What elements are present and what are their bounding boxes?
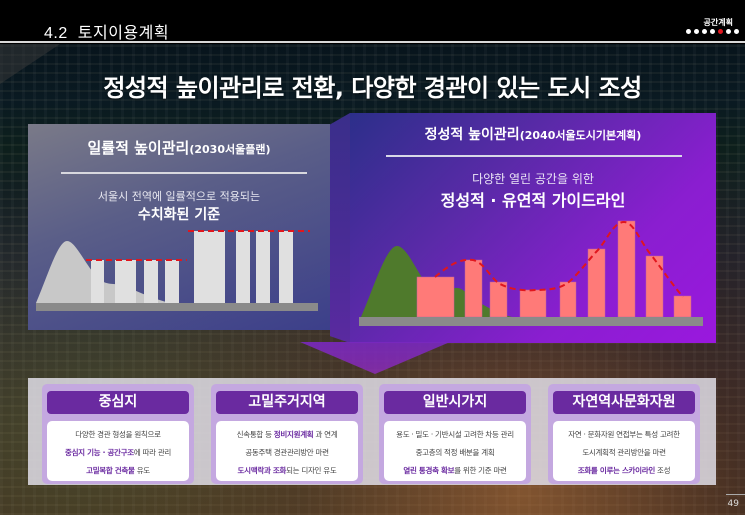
progress-dots (686, 29, 739, 34)
zone-card-general-urban: 일반시가지 용도 · 밀도 · 기반시설 고려한 차등 관리 중고층의 적정 배… (379, 384, 531, 484)
progress-dot (686, 29, 691, 34)
panel-subtitle: 다양한 열린 공간을 위한 (472, 172, 594, 186)
progress-dot (726, 29, 731, 34)
panel-title-note: (2040서울도시기본계획) (519, 129, 642, 142)
page-number-rule (726, 494, 745, 495)
panel-divider (386, 155, 682, 157)
panel-3d-side (330, 113, 350, 343)
progress-dot (702, 29, 707, 34)
ground-line (359, 317, 703, 326)
card-line: 조화를 이루는 스카이라인 조성 (577, 466, 671, 475)
card-line: 중심지 기능 · 공간구조에 따라 관리 (64, 448, 172, 457)
card-line: 도시계획적 관리방안을 마련 (582, 448, 666, 457)
card-line: 중고층의 적정 배분을 계획 (415, 448, 495, 457)
section-heading: 4.2 토지이용계획 (44, 19, 169, 43)
building-bars (416, 220, 692, 318)
section-title: 토지이용계획 (77, 25, 170, 42)
zone-card-center: 중심지 다양한 경관 형성을 원칙으로 중심지 기능 · 공간구조에 따라 관리… (42, 384, 194, 484)
building-bars (91, 231, 293, 303)
category-label: 공간계획 (703, 18, 733, 27)
card-body: 신속통합 등 정비지원계획 과 연계 공동주택 경관관리방안 마련 도시맥락과 … (216, 421, 358, 481)
panel-emphasis: 정성적 · 유연적 가이드라인 (440, 191, 626, 210)
card-body: 자연 · 문화자원 연접부는 특성 고려한 도시계획적 관리방안을 마련 조화를… (553, 421, 695, 481)
slide-header: 4.2 토지이용계획 공간계획 (0, 0, 745, 43)
card-line: 고밀복합 건축물 유도 (86, 466, 150, 475)
card-title: 일반시가지 (384, 391, 526, 414)
panel-divider (61, 172, 307, 174)
flexible-height-curve (434, 220, 684, 298)
panel-title: 일률적 높이관리(2030서울플랜) (28, 137, 330, 158)
panel-title-main: 일률적 높이관리 (87, 139, 190, 157)
panel-subtitle: 서울시 전역에 일률적으로 적용되는 (97, 190, 261, 203)
page-number: 49 (727, 499, 739, 509)
background-corner-shape (0, 44, 60, 84)
panel-emphasis: 수치화된 기준 (137, 207, 221, 223)
page-title: 정성적 높이관리로 전환, 다양한 경관이 있는 도시 조성 (103, 74, 642, 102)
ground-line (36, 303, 318, 311)
panel-title-note: (2030서울플랜) (189, 143, 271, 156)
card-line: 공동주택 경관관리방안 마련 (245, 448, 329, 457)
section-number: 4.2 (44, 25, 68, 42)
card-line: 다양한 경관 형성을 원칙으로 (75, 430, 161, 439)
card-line: 열린 통경축 확보를 위한 기준 마련 (403, 466, 507, 475)
panel-title: 정성적 높이관리(2040서울도시기본계획) (350, 124, 716, 144)
mountain-icon (361, 246, 512, 317)
card-body: 용도 · 밀도 · 기반시설 고려한 차등 관리 중고층의 적정 배분을 계획 … (384, 421, 526, 481)
progress-dot (694, 29, 699, 34)
progress-dot (710, 29, 715, 34)
zone-card-natural-historic-cultural: 자연역사문화자원 자연 · 문화자원 연접부는 특성 고려한 도시계획적 관리방… (548, 384, 700, 484)
card-line: 신속통합 등 정비지원계획 과 연계 (236, 430, 338, 439)
card-title: 자연역사문화자원 (553, 391, 695, 414)
card-title: 고밀주거지역 (216, 391, 358, 414)
progress-dot (734, 29, 739, 34)
card-line: 자연 · 문화자원 연접부는 특성 고려한 (568, 430, 680, 439)
panel-title-main: 정성적 높이관리 (424, 127, 520, 143)
zone-card-high-density-residential: 고밀주거지역 신속통합 등 정비지원계획 과 연계 공동주택 경관관리방안 마련… (211, 384, 363, 484)
card-body: 다양한 경관 형성을 원칙으로 중심지 기능 · 공간구조에 따라 관리 고밀복… (47, 421, 189, 481)
card-title: 중심지 (47, 391, 189, 414)
card-line: 용도 · 밀도 · 기반시설 고려한 차등 관리 (396, 430, 514, 439)
card-line: 도시맥락과 조화되는 디자인 유도 (237, 466, 337, 475)
mountain-icon (36, 241, 170, 303)
progress-dot-active (718, 29, 723, 34)
header-divider (0, 41, 745, 43)
